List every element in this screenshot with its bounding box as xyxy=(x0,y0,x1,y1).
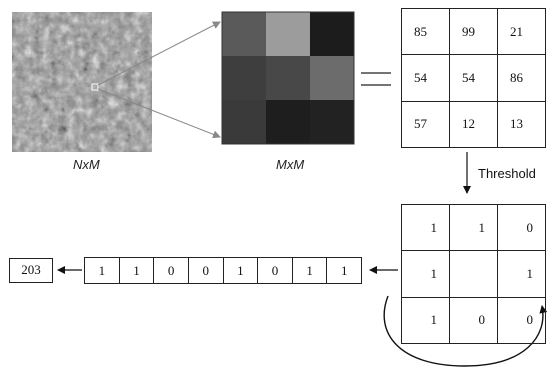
gray-cell-r0-c0 xyxy=(222,12,266,56)
zoom-line-bottom xyxy=(97,88,221,139)
source-texture-image xyxy=(12,12,152,152)
gray-cell-r2-c1 xyxy=(266,100,310,144)
intensity-cell-r1-c0: 54 xyxy=(401,54,450,102)
code-bit-0: 1 xyxy=(84,257,120,284)
gray-grid-border xyxy=(221,11,355,145)
gray-cell-r2-c2 xyxy=(310,100,354,144)
gray-cell-r1-c2 xyxy=(310,56,354,100)
code-bit-1: 1 xyxy=(118,257,155,284)
threshold-label: Threshold xyxy=(478,166,536,181)
neighborhood-gray-grid xyxy=(221,11,355,145)
code-bit-6: 1 xyxy=(291,257,328,284)
code-bit-2: 0 xyxy=(153,257,189,284)
gray-cell-r1-c0 xyxy=(222,56,266,100)
intensity-cell-r0-c1: 99 xyxy=(449,7,498,56)
intensity-cell-r2-c1: 12 xyxy=(449,100,498,149)
binary-cell-r2-c2: 0 xyxy=(497,296,546,345)
intensity-cell-r2-c0: 57 xyxy=(401,100,450,149)
intensity-value-grid: 85 99 21 54 54 86 57 12 13 xyxy=(401,7,546,149)
source-image-caption: NxM xyxy=(73,157,100,172)
gray-cell-r2-c0 xyxy=(222,100,266,144)
binary-cell-r0-c0: 1 xyxy=(401,203,450,252)
intensity-cell-r1-c2: 86 xyxy=(497,54,546,102)
binary-cell-r2-c1: 0 xyxy=(449,296,498,345)
binary-cell-r1-c1 xyxy=(449,250,498,298)
code-bit-7: 1 xyxy=(326,257,362,284)
selection-marker xyxy=(91,83,99,91)
binary-cell-r2-c0: 1 xyxy=(401,296,450,345)
intensity-cell-r0-c2: 21 xyxy=(497,7,546,56)
gray-cell-r0-c1 xyxy=(266,12,310,56)
code-bit-4: 1 xyxy=(222,257,259,284)
intensity-cell-r1-c1: 54 xyxy=(449,54,498,102)
intensity-cell-r2-c2: 13 xyxy=(497,100,546,149)
binary-cell-r0-c1: 1 xyxy=(449,203,498,252)
code-bit-5: 0 xyxy=(257,257,293,284)
binary-cell-r1-c2: 1 xyxy=(497,250,546,298)
zoom-line-top xyxy=(97,21,221,86)
binary-cell-r0-c2: 0 xyxy=(497,203,546,252)
decimal-result-box: 203 xyxy=(9,258,53,283)
code-bit-3: 0 xyxy=(187,257,224,284)
neighborhood-caption: MxM xyxy=(276,157,305,172)
binary-cell-r1-c0: 1 xyxy=(401,250,450,298)
gray-cell-r1-c1 xyxy=(266,56,310,100)
gray-cell-r0-c2 xyxy=(310,12,354,56)
intensity-cell-r0-c0: 85 xyxy=(401,7,450,56)
